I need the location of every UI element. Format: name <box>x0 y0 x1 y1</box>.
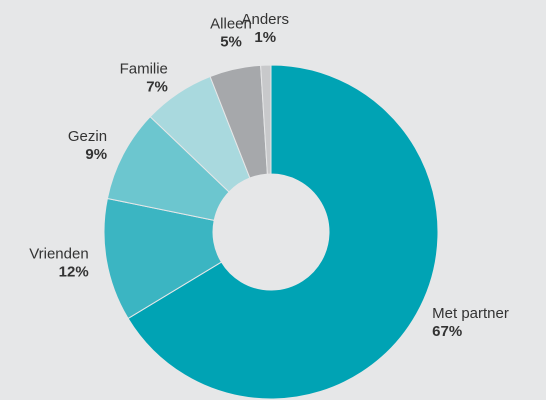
slice-value-label: 9% <box>85 146 107 163</box>
slice-value-label: 67% <box>432 323 462 340</box>
slice-value-label: 7% <box>146 78 168 95</box>
slice-label: Familie <box>120 60 168 77</box>
slice-label: Vrienden <box>29 245 89 262</box>
slice-label: Gezin <box>68 128 107 145</box>
donut-slice <box>260 64 272 175</box>
slice-label: Anders <box>241 11 289 28</box>
donut-slice <box>103 197 223 320</box>
donut-slice <box>127 64 439 400</box>
slice-label: Alleen <box>210 15 252 32</box>
slice-label: Met partner <box>432 305 509 322</box>
slice-value-label: 1% <box>254 29 276 46</box>
slice-value-label: 5% <box>220 33 242 50</box>
slice-value-label: 12% <box>59 263 89 280</box>
